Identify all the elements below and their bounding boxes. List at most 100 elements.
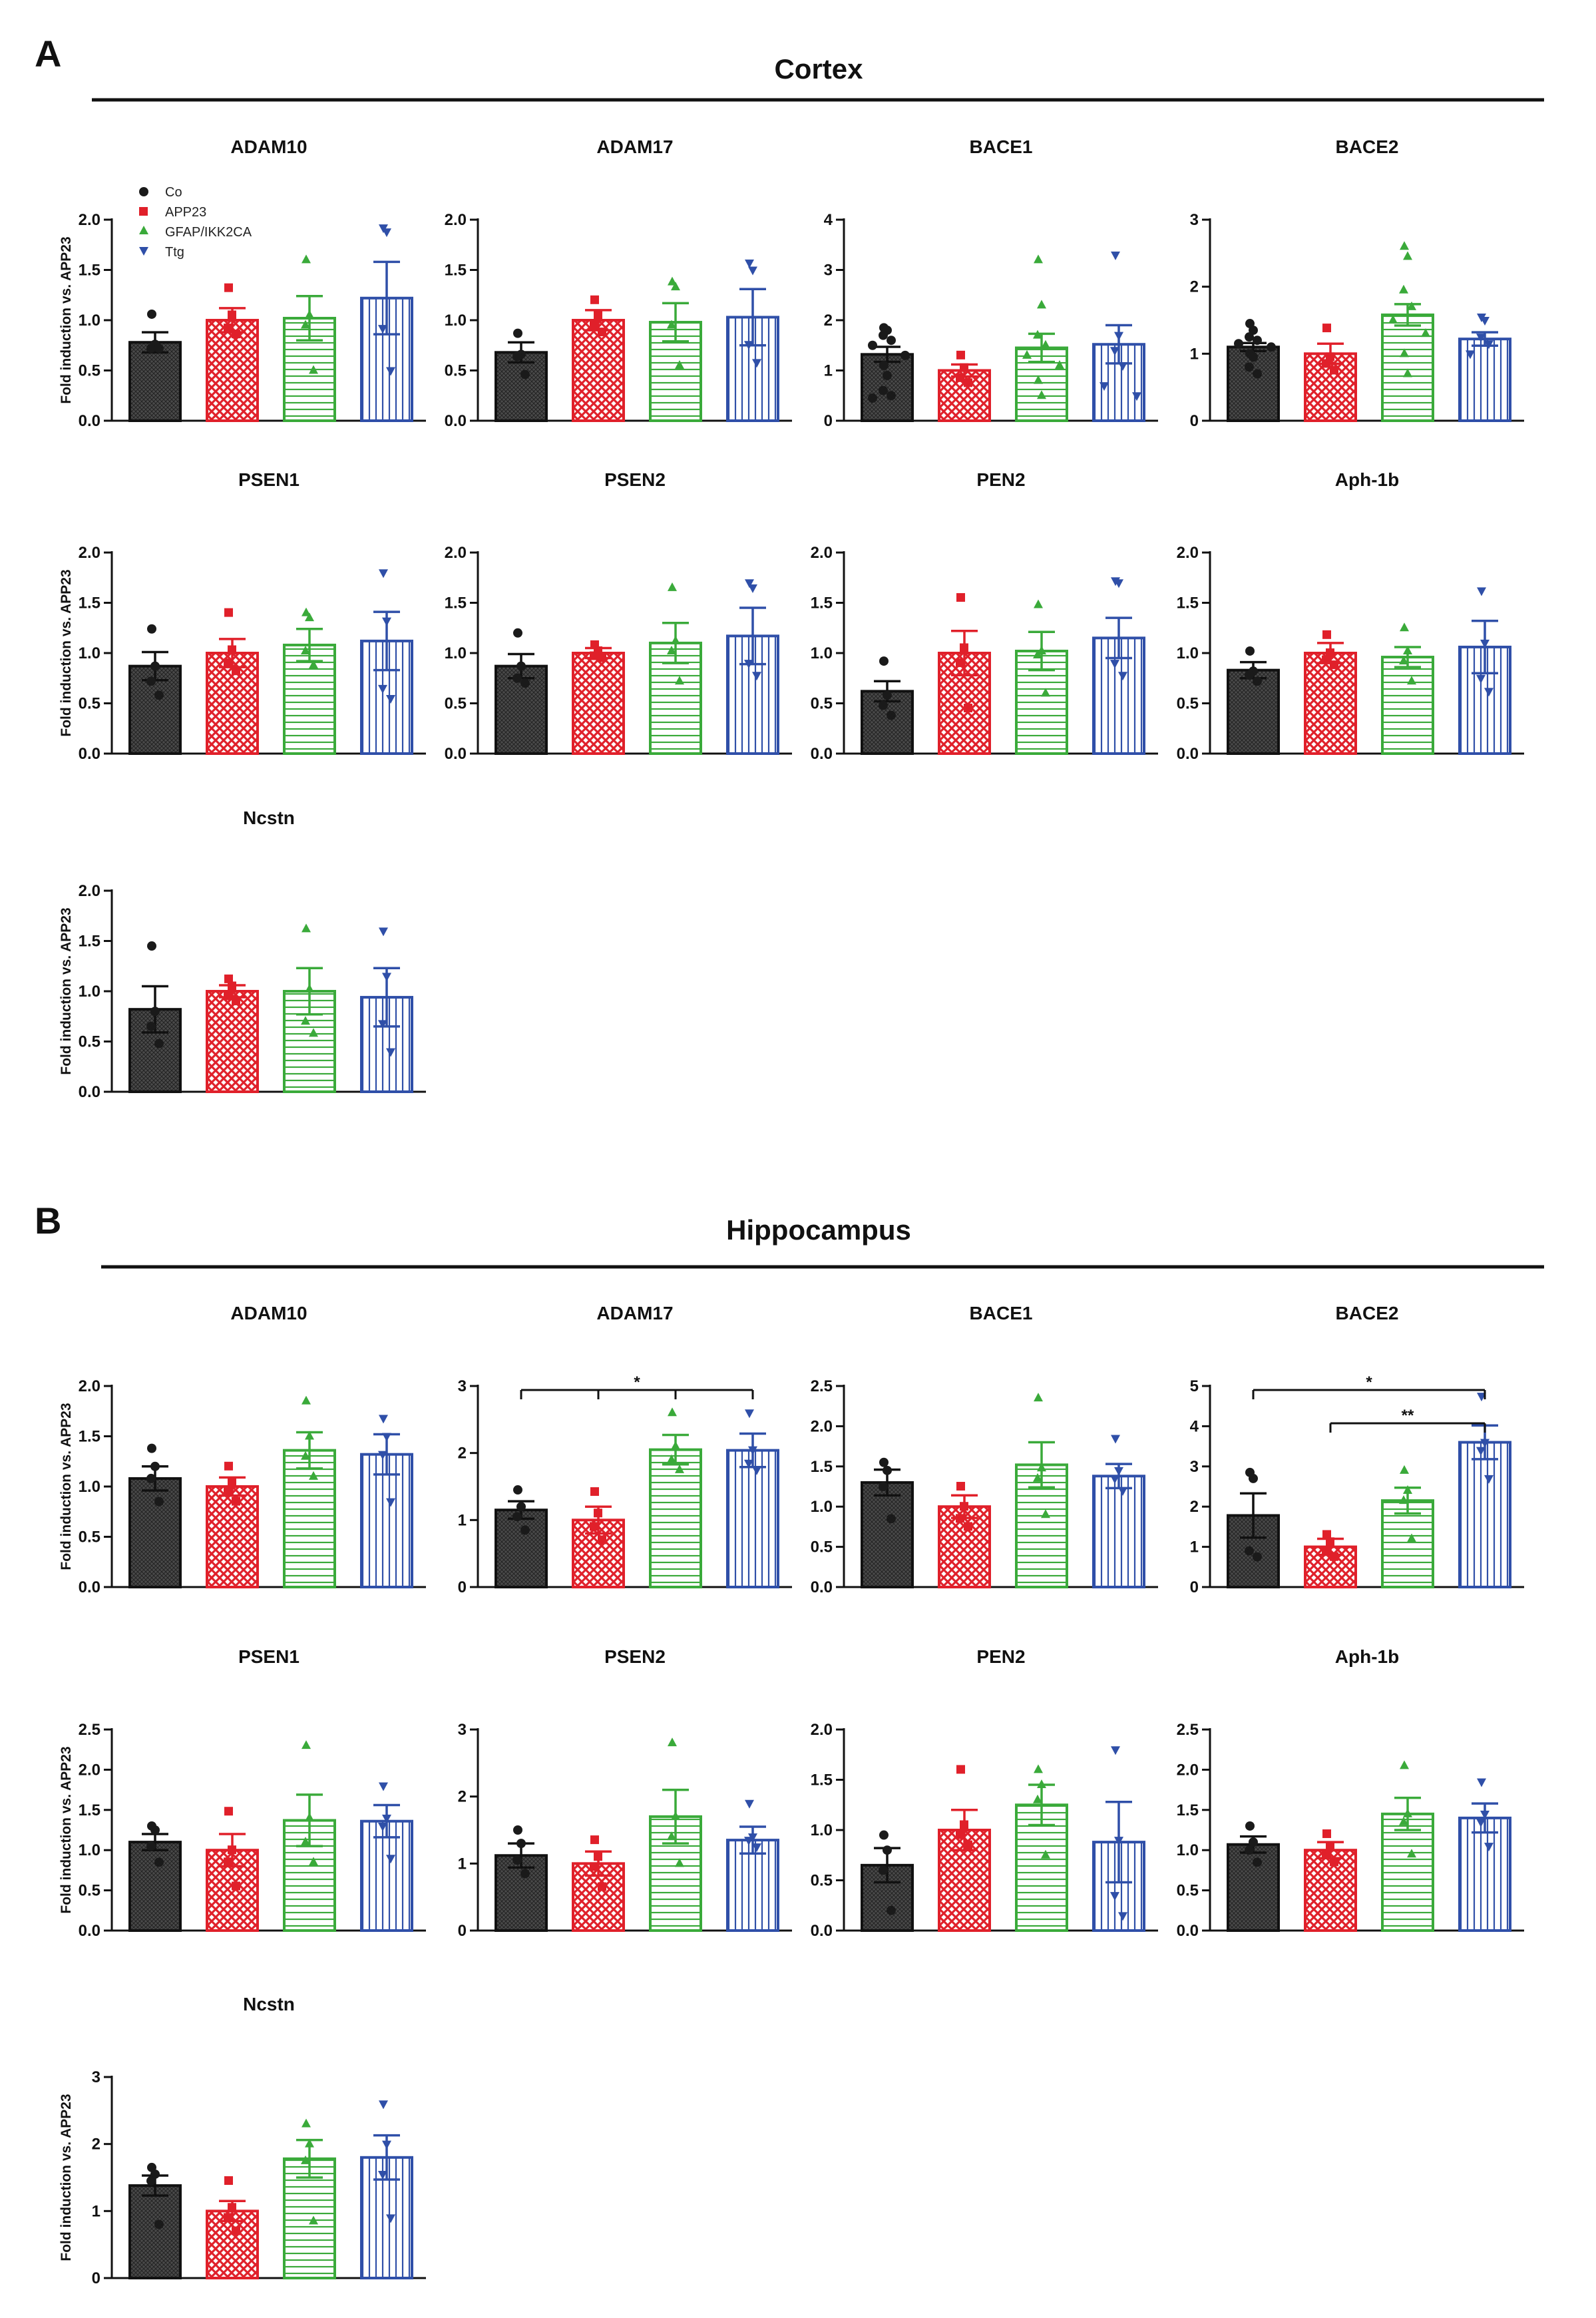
- data-point-co: [150, 2169, 160, 2179]
- legend-marker-app23: [139, 207, 148, 216]
- y-tick-label: 1.0: [79, 312, 100, 330]
- data-point-app23: [1322, 324, 1331, 333]
- legend-label-co: Co: [165, 185, 182, 200]
- y-tick-label: 2.0: [79, 1377, 100, 1395]
- y-tick-label: 1: [1190, 345, 1199, 363]
- data-point-co: [887, 1905, 896, 1915]
- data-point-co: [887, 1514, 896, 1524]
- data-point-co: [883, 1465, 892, 1475]
- data-point-ttg: [1476, 334, 1486, 343]
- data-point-app23: [1322, 630, 1331, 639]
- data-point-co: [1253, 1857, 1262, 1867]
- data-point-gfap-ikk2ca: [1041, 1849, 1050, 1859]
- panel-hippocampus-adam10: ADAM10 Fold induction vs. APP23 0.0 0.5 1.0 1…: [59, 1303, 426, 1596]
- panel-title: BACE1: [970, 1303, 1033, 1323]
- data-point-co: [513, 628, 522, 638]
- bar-co: [495, 664, 548, 755]
- y-tick-label: 1: [1190, 1538, 1199, 1556]
- data-point-app23: [590, 651, 598, 660]
- y-tick-label: 1.0: [1177, 644, 1199, 662]
- data-point-gfap-ikk2ca: [667, 1454, 676, 1463]
- data-point-ttg: [378, 684, 387, 694]
- y-axis-label: Fold induction vs. APP23: [59, 236, 74, 403]
- panel-hippocampus-ncstn: Ncstn Fold induction vs. APP23 0 1 2 3: [59, 1994, 426, 2287]
- data-point-co: [154, 344, 164, 353]
- data-point-gfap-ikk2ca: [301, 1837, 310, 1846]
- bar-ttg: [726, 1449, 779, 1589]
- legend-marker-co: [139, 187, 148, 196]
- y-tick-label: 2.0: [1177, 1761, 1199, 1779]
- data-point-ttg: [1484, 340, 1494, 349]
- data-point-app23: [224, 608, 233, 617]
- data-point-gfap-ikk2ca: [1399, 1495, 1408, 1505]
- data-point-app23: [224, 283, 233, 292]
- data-point-app23: [960, 1502, 968, 1511]
- panel-cortex-aph1b: Aph-1b 0.0 0.5 1.0 1.5 2.0: [1177, 469, 1524, 763]
- panel-cortex-pen2: PEN2 0.0 0.5 1.0 1.5 2.0: [811, 469, 1158, 763]
- data-point-co: [520, 1869, 530, 1879]
- data-point-gfap-ikk2ca: [1407, 301, 1416, 310]
- data-point-gfap-ikk2ca: [1400, 1760, 1409, 1769]
- data-point-co: [146, 344, 156, 353]
- data-point-ttg: [1480, 317, 1490, 326]
- panel-title: BACE2: [1336, 1303, 1399, 1323]
- data-point-co: [883, 371, 892, 381]
- y-tick-label: 1: [824, 362, 833, 380]
- y-tick-label: 2.0: [811, 1721, 833, 1739]
- y-tick-label: 2: [92, 2136, 100, 2154]
- legend-item-gfap: GFAP/IKK2CA: [139, 225, 252, 240]
- y-tick-label: 0.5: [79, 1033, 100, 1051]
- bar-co: [1227, 668, 1280, 756]
- data-point-gfap-ikk2ca: [301, 1395, 311, 1405]
- data-point-gfap-ikk2ca: [301, 923, 311, 933]
- data-point-co: [154, 1039, 164, 1048]
- data-point-app23: [956, 1514, 964, 1523]
- data-point-gfap-ikk2ca: [1403, 645, 1412, 654]
- bar-ttg: [1458, 1816, 1511, 1932]
- data-point-ttg: [745, 579, 754, 588]
- y-tick-label: 0.5: [445, 362, 467, 380]
- data-point-ttg: [745, 259, 754, 268]
- data-point-co: [1245, 1546, 1254, 1556]
- y-tick-label: 1.0: [1177, 1841, 1199, 1859]
- data-point-co: [868, 393, 877, 403]
- data-point-co: [1249, 1473, 1258, 1483]
- data-point-co: [1253, 676, 1262, 686]
- data-point-co: [879, 1482, 888, 1491]
- data-point-co: [147, 1443, 156, 1453]
- data-point-co: [1253, 369, 1262, 379]
- data-point-ttg: [1114, 332, 1123, 341]
- data-point-gfap-ikk2ca: [1033, 1473, 1042, 1482]
- bar-gfap-ikk2ca: [283, 1449, 336, 1589]
- data-point-gfap-ikk2ca: [675, 676, 684, 685]
- data-point-co: [1249, 1837, 1258, 1847]
- data-point-gfap-ikk2ca: [1033, 330, 1042, 339]
- data-point-gfap-ikk2ca: [1037, 1463, 1046, 1472]
- data-point-app23: [956, 350, 965, 359]
- data-point-app23: [1326, 1537, 1334, 1546]
- data-point-co: [1245, 670, 1254, 680]
- data-point-app23: [594, 310, 602, 320]
- data-point-app23: [960, 1820, 968, 1829]
- data-point-co: [900, 350, 910, 360]
- data-point-app23: [1326, 352, 1334, 361]
- data-point-ttg: [1132, 392, 1141, 401]
- y-tick-label: 1.5: [445, 262, 467, 280]
- data-point-ttg: [379, 2100, 388, 2110]
- y-tick-label: 1.0: [445, 644, 467, 662]
- data-point-app23: [224, 2176, 233, 2186]
- panel-title: Ncstn: [243, 1994, 295, 2014]
- data-point-co: [879, 385, 888, 395]
- data-point-app23: [960, 643, 968, 652]
- data-point-co: [146, 676, 156, 686]
- data-point-app23: [956, 1482, 965, 1491]
- data-point-app23: [228, 645, 236, 654]
- data-point-ttg: [378, 325, 387, 334]
- data-point-ttg: [744, 1459, 753, 1469]
- data-point-gfap-ikk2ca: [1400, 622, 1409, 632]
- y-tick-label: 0.0: [79, 745, 100, 763]
- data-point-app23: [1330, 1552, 1338, 1561]
- data-point-ttg: [386, 1498, 395, 1507]
